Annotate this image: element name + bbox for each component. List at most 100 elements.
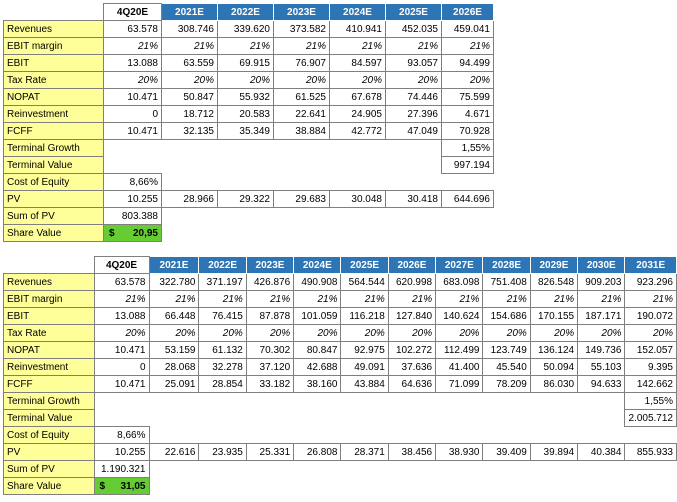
period-header[interactable]: 4Q20E: [103, 3, 162, 21]
value-cell[interactable]: 47.049: [385, 122, 442, 140]
row-label[interactable]: Tax Rate: [3, 71, 104, 89]
value-cell[interactable]: 23.935: [198, 443, 247, 461]
value-cell[interactable]: 28.854: [198, 375, 247, 393]
value-cell[interactable]: 21%: [273, 37, 330, 55]
value-cell[interactable]: 21%: [482, 290, 531, 308]
row-label[interactable]: Terminal Growth: [3, 392, 95, 410]
value-cell[interactable]: 50.847: [161, 88, 218, 106]
value-cell[interactable]: 112.499: [435, 341, 484, 359]
value-cell[interactable]: [388, 461, 435, 478]
row-label[interactable]: Tax Rate: [3, 324, 95, 342]
row-label[interactable]: FCFF: [3, 122, 104, 140]
share-value-cell[interactable]: $20,95: [103, 224, 162, 242]
value-cell[interactable]: 32.278: [198, 358, 247, 376]
value-cell[interactable]: 42.688: [293, 358, 342, 376]
value-cell[interactable]: 20%: [482, 324, 531, 342]
value-cell[interactable]: 101.059: [293, 307, 342, 325]
value-cell[interactable]: 190.072: [624, 307, 677, 325]
value-cell[interactable]: 24.905: [329, 105, 386, 123]
value-cell[interactable]: [442, 208, 494, 225]
value-cell[interactable]: [294, 410, 341, 427]
value-cell[interactable]: [341, 461, 388, 478]
value-cell[interactable]: 21%: [148, 290, 200, 308]
value-cell[interactable]: 21%: [103, 37, 162, 55]
value-cell[interactable]: 75.599: [441, 88, 494, 106]
value-cell[interactable]: 154.686: [482, 307, 531, 325]
value-cell[interactable]: 30.048: [329, 190, 386, 208]
row-label[interactable]: Terminal Growth: [3, 139, 104, 157]
value-cell[interactable]: 29.322: [217, 190, 274, 208]
period-header[interactable]: 4Q20E: [93, 256, 150, 274]
value-cell[interactable]: 25.091: [148, 375, 200, 393]
value-cell[interactable]: 55.103: [577, 358, 626, 376]
value-cell[interactable]: 80.847: [293, 341, 342, 359]
value-cell[interactable]: 28.068: [148, 358, 200, 376]
value-cell[interactable]: 410.941: [329, 20, 386, 38]
value-cell[interactable]: 29.683: [273, 190, 330, 208]
value-cell[interactable]: [246, 410, 293, 427]
value-cell[interactable]: 20%: [340, 324, 389, 342]
row-label[interactable]: PV: [3, 443, 95, 461]
period-header[interactable]: 2021E: [161, 3, 218, 21]
value-cell[interactable]: 26.808: [293, 443, 342, 461]
value-cell[interactable]: [386, 208, 442, 225]
value-cell[interactable]: 50.094: [529, 358, 579, 376]
value-cell[interactable]: 308.746: [161, 20, 218, 38]
value-cell[interactable]: 13.088: [93, 307, 150, 325]
value-cell[interactable]: 0: [103, 105, 162, 123]
value-cell[interactable]: 94.633: [577, 375, 626, 393]
value-cell[interactable]: [436, 393, 483, 410]
value-cell[interactable]: 41.400: [435, 358, 484, 376]
value-cell[interactable]: 20%: [161, 71, 218, 89]
value-cell[interactable]: 21%: [329, 37, 386, 55]
value-cell[interactable]: 67.678: [329, 88, 386, 106]
value-cell[interactable]: 21%: [198, 290, 247, 308]
value-cell[interactable]: [162, 174, 218, 191]
value-cell[interactable]: [246, 427, 293, 444]
value-cell[interactable]: 322.780: [148, 273, 200, 291]
value-cell[interactable]: 20%: [148, 324, 200, 342]
value-cell[interactable]: 66.448: [148, 307, 200, 325]
value-cell[interactable]: [483, 393, 530, 410]
share-value-cell[interactable]: $31,05: [93, 477, 150, 495]
value-cell[interactable]: 87.878: [245, 307, 295, 325]
period-header[interactable]: 2026E: [387, 256, 437, 274]
value-cell[interactable]: 39.409: [482, 443, 531, 461]
value-cell[interactable]: 459.041: [441, 20, 494, 38]
value-cell[interactable]: 94.499: [441, 54, 494, 72]
value-cell[interactable]: 86.030: [529, 375, 579, 393]
value-cell[interactable]: [625, 461, 677, 478]
value-cell[interactable]: [330, 208, 386, 225]
value-cell[interactable]: 564.544: [340, 273, 389, 291]
value-cell[interactable]: [341, 427, 388, 444]
value-cell[interactable]: 38.884: [273, 122, 330, 140]
value-cell[interactable]: 10.471: [93, 375, 150, 393]
value-cell[interactable]: [483, 461, 530, 478]
period-header[interactable]: 2028E: [482, 256, 531, 274]
share-value-label[interactable]: Share Value: [3, 224, 104, 242]
value-cell[interactable]: 10.471: [103, 122, 162, 140]
value-cell[interactable]: 21%: [245, 290, 295, 308]
period-header[interactable]: 2026E: [441, 3, 494, 21]
value-cell[interactable]: 28.371: [340, 443, 389, 461]
value-cell[interactable]: [246, 393, 293, 410]
value-cell[interactable]: 21%: [293, 290, 342, 308]
row-label[interactable]: Cost of Equity: [3, 426, 95, 444]
value-cell[interactable]: [294, 427, 341, 444]
value-cell[interactable]: 1.190.321: [93, 460, 150, 478]
value-cell[interactable]: 93.057: [385, 54, 442, 72]
value-cell[interactable]: [94, 410, 149, 427]
value-cell[interactable]: [483, 427, 530, 444]
value-cell[interactable]: [330, 140, 386, 157]
value-cell[interactable]: 21%: [161, 37, 218, 55]
value-cell[interactable]: [388, 393, 435, 410]
value-cell[interactable]: 78.209: [482, 375, 531, 393]
period-header[interactable]: 2023E: [273, 3, 330, 21]
value-cell[interactable]: 38.930: [435, 443, 484, 461]
value-cell[interactable]: 84.597: [329, 54, 386, 72]
value-cell[interactable]: [436, 427, 483, 444]
share-value-label[interactable]: Share Value: [3, 477, 95, 495]
value-cell[interactable]: 909.203: [577, 273, 626, 291]
value-cell[interactable]: 644.696: [441, 190, 494, 208]
value-cell[interactable]: 426.876: [245, 273, 295, 291]
